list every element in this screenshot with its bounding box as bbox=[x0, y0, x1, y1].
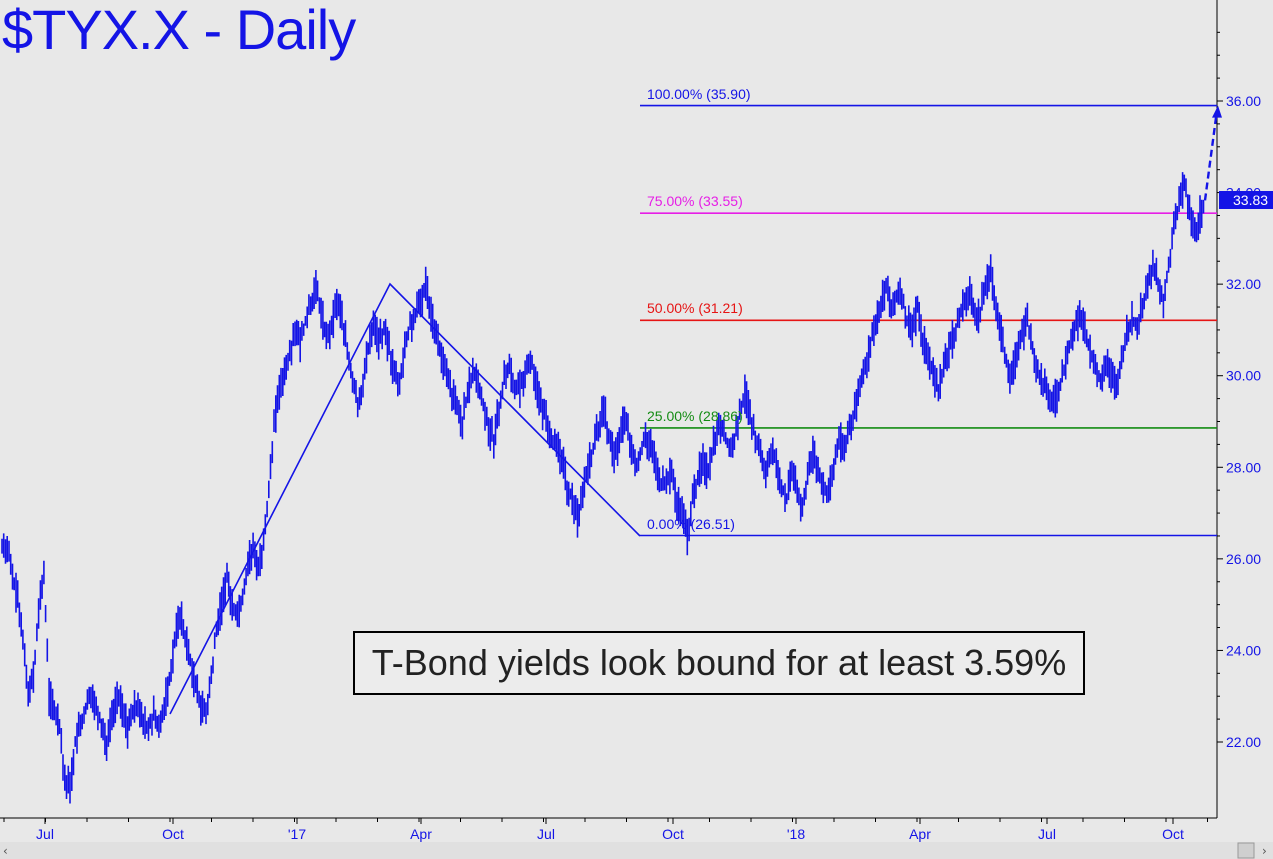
chart-title: $TYX.X - Daily bbox=[2, 0, 356, 61]
x-tick-label: Apr bbox=[909, 826, 931, 842]
projection-arrowhead bbox=[1212, 105, 1222, 118]
x-tick-label: Oct bbox=[1162, 826, 1184, 842]
scroll-left-icon: ‹ bbox=[3, 844, 8, 858]
fib-label: 50.00% (31.21) bbox=[647, 300, 743, 317]
y-tick-label: 28.00 bbox=[1226, 459, 1261, 475]
y-tick-label: 32.00 bbox=[1226, 276, 1261, 292]
x-tick-label: Jul bbox=[1038, 826, 1056, 842]
scrollbar-thumb bbox=[1237, 842, 1255, 859]
fib-label: 25.00% (28.86) bbox=[647, 407, 743, 424]
x-tick-label: '17 bbox=[288, 826, 306, 842]
scroll-right-icon: › bbox=[1262, 844, 1267, 858]
y-tick-label: 30.00 bbox=[1226, 368, 1261, 384]
y-tick-label: 22.00 bbox=[1226, 734, 1261, 750]
price-series bbox=[1, 172, 1205, 804]
y-tick-label: 36.00 bbox=[1226, 93, 1261, 109]
price-bars bbox=[1, 172, 1205, 804]
x-tick-label: Apr bbox=[410, 826, 432, 842]
projection-arrow bbox=[1203, 105, 1222, 201]
fib-label: 100.00% (35.90) bbox=[647, 85, 751, 102]
projection-line bbox=[1203, 117, 1218, 201]
x-tick-label: Oct bbox=[162, 826, 184, 842]
x-axis: Jul Oct '17 Apr Jul Oct '18 Apr Jul Oct bbox=[3, 818, 1208, 842]
annotation-box: T-Bond yields look bound for at least 3.… bbox=[353, 631, 1085, 695]
x-tick-label: Oct bbox=[662, 826, 684, 842]
last-price-badge: 33.83 bbox=[1219, 191, 1273, 209]
fib-label: 75.00% (33.55) bbox=[647, 193, 743, 210]
x-tick-label: Jul bbox=[537, 826, 555, 842]
x-tick-label: '18 bbox=[787, 826, 805, 842]
x-tick-label: Jul bbox=[36, 826, 54, 842]
fib-label: 0.00% (26.51) bbox=[647, 515, 735, 532]
y-tick-label: 26.00 bbox=[1226, 551, 1261, 567]
scrollbar-track bbox=[0, 842, 1273, 859]
y-tick-label: 24.00 bbox=[1226, 642, 1261, 658]
